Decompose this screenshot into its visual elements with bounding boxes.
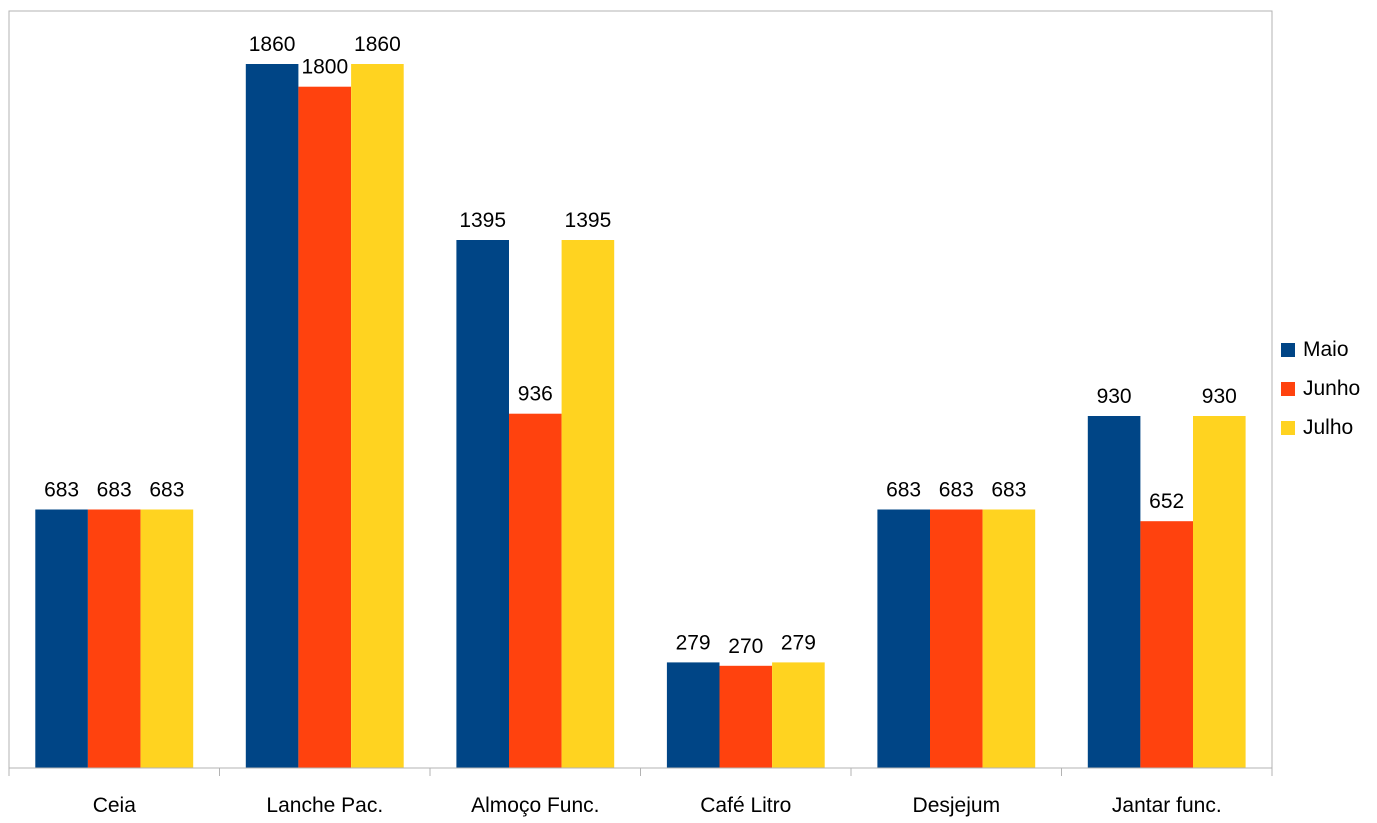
data-label-junho-4: 683 xyxy=(939,479,974,502)
legend-label: Julho xyxy=(1303,415,1354,439)
data-label-julho-2: 1395 xyxy=(565,209,612,232)
data-label-julho-5: 930 xyxy=(1202,385,1237,408)
legend: Maio Junho Julho xyxy=(1281,330,1360,447)
bar-julho-5 xyxy=(1193,416,1246,768)
data-label-junho-5: 652 xyxy=(1149,490,1184,513)
x-tick-label-4: Desjejum xyxy=(913,794,1001,817)
bar-junho-2 xyxy=(509,413,562,768)
bar-maio-5 xyxy=(1087,416,1141,768)
legend-swatch-julho xyxy=(1281,420,1295,435)
bar-maio-4 xyxy=(877,509,930,768)
legend-label: Junho xyxy=(1303,376,1361,400)
legend-item-maio: Maio xyxy=(1281,330,1360,369)
data-label-junho-0: 683 xyxy=(97,479,132,502)
bar-julho-0 xyxy=(140,509,194,768)
legend-item-junho: Junho xyxy=(1281,369,1360,408)
x-tick-label-3: Café Litro xyxy=(700,794,791,817)
data-label-julho-1: 1860 xyxy=(354,33,401,56)
data-label-julho-0: 683 xyxy=(149,479,184,502)
data-label-junho-1: 1800 xyxy=(301,56,348,79)
legend-item-julho: Julho xyxy=(1281,408,1360,447)
data-label-maio-5: 930 xyxy=(1097,385,1132,408)
x-axis: Ceia Lanche Pac. Almoço Func. Café Litro Des… xyxy=(8,767,1273,817)
bar-junho-3 xyxy=(719,665,773,768)
data-label-maio-1: 1860 xyxy=(249,33,296,56)
data-label-maio-0: 683 xyxy=(44,479,79,502)
bar-maio-2 xyxy=(456,240,509,768)
data-label-maio-3: 279 xyxy=(676,631,711,654)
legend-swatch-maio xyxy=(1281,342,1295,357)
data-label-maio-2: 1395 xyxy=(459,209,506,232)
plot-area-frame xyxy=(8,10,1273,769)
bars-layer xyxy=(35,64,1246,768)
bar-junho-0 xyxy=(87,509,141,768)
x-tick-label-0: Ceia xyxy=(93,794,137,817)
bar-julho-3 xyxy=(772,662,825,768)
legend-swatch-junho xyxy=(1281,381,1295,396)
bar-julho-4 xyxy=(982,509,1036,768)
bar-junho-5 xyxy=(1140,521,1193,768)
data-label-junho-3: 270 xyxy=(728,635,763,658)
bar-julho-2 xyxy=(561,240,615,768)
data-label-julho-3: 279 xyxy=(781,631,816,654)
bar-maio-3 xyxy=(666,662,720,768)
bar-junho-1 xyxy=(298,86,351,768)
data-label-julho-4: 683 xyxy=(991,479,1026,502)
data-label-junho-2: 936 xyxy=(518,383,553,406)
bar-julho-1 xyxy=(351,64,404,768)
x-tick-label-5: Jantar func. xyxy=(1112,794,1222,817)
bar-junho-4 xyxy=(930,509,983,768)
data-label-maio-4: 683 xyxy=(886,479,921,502)
bar-maio-0 xyxy=(35,509,88,768)
legend-label: Maio xyxy=(1303,337,1349,361)
x-tick-label-1: Lanche Pac. xyxy=(266,794,383,817)
bar-maio-1 xyxy=(245,64,299,768)
x-tick-label-2: Almoço Func. xyxy=(471,794,599,817)
